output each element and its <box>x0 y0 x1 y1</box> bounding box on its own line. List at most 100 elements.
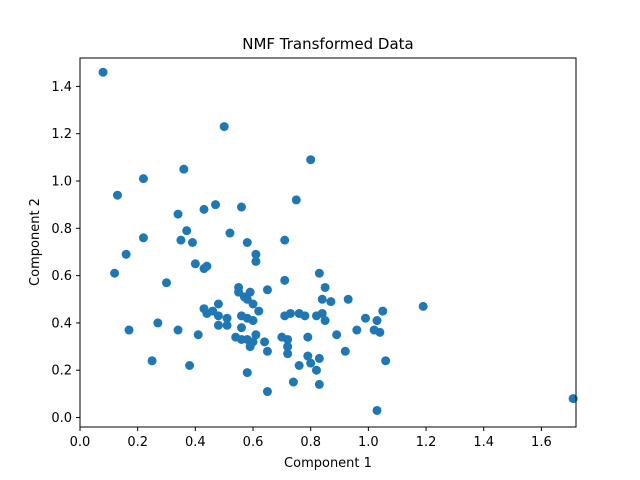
data-point <box>225 228 235 238</box>
data-point <box>251 256 261 266</box>
data-point <box>280 235 290 245</box>
data-point <box>314 268 324 278</box>
data-point <box>340 346 350 356</box>
data-point <box>251 249 261 259</box>
data-point <box>176 235 186 245</box>
data-point <box>219 122 229 132</box>
data-point <box>162 278 172 288</box>
data-point <box>254 306 264 316</box>
y-tick-label: 0.4 <box>51 316 72 331</box>
data-point <box>182 226 192 236</box>
data-point <box>199 264 209 274</box>
data-point <box>280 275 290 285</box>
data-point <box>326 297 336 307</box>
x-tick-label: 0.4 <box>185 435 206 450</box>
data-point <box>260 337 270 347</box>
data-point <box>222 313 232 323</box>
x-tick-label: 1.6 <box>531 435 552 450</box>
x-tick-label: 0.0 <box>70 435 91 450</box>
data-point <box>124 325 134 335</box>
data-point <box>300 311 310 321</box>
data-point <box>202 308 212 318</box>
data-point <box>288 377 298 387</box>
data-point <box>283 349 293 359</box>
data-point <box>242 238 252 247</box>
data-point <box>294 361 304 370</box>
data-point <box>262 387 272 397</box>
data-point <box>138 233 148 243</box>
y-axis: 0.0 0.2 0.4 0.6 0.8 1.0 1.2 1.4 <box>51 80 80 426</box>
data-point <box>185 361 195 370</box>
data-point <box>211 200 221 210</box>
data-point <box>121 249 131 259</box>
data-point <box>317 294 327 304</box>
data-point <box>332 330 342 340</box>
data-point <box>251 330 261 340</box>
data-point <box>190 259 200 269</box>
data-point <box>568 394 578 404</box>
data-point <box>242 368 252 378</box>
data-point <box>311 365 321 375</box>
data-point <box>314 379 324 389</box>
data-point <box>314 353 324 363</box>
data-point <box>418 301 428 311</box>
x-tick-label: 1.2 <box>416 435 437 450</box>
y-tick-label: 0.6 <box>51 269 72 284</box>
data-point <box>213 320 223 330</box>
data-point <box>213 299 223 309</box>
data-point <box>110 268 120 278</box>
data-point <box>262 346 272 356</box>
data-point <box>303 351 313 361</box>
data-point <box>372 405 382 415</box>
data-point <box>343 294 353 304</box>
data-point <box>138 174 148 184</box>
data-point <box>372 316 382 326</box>
data-point <box>375 327 385 337</box>
y-axis-label: Component 2 <box>28 198 43 286</box>
x-tick-label: 0.6 <box>243 435 264 450</box>
x-axis: 0.0 0.2 0.4 0.6 0.8 1.0 1.2 1.4 1.6 <box>70 427 552 450</box>
data-point <box>248 316 258 326</box>
data-point <box>306 155 316 165</box>
plot-frame <box>79 57 577 428</box>
data-point <box>245 342 255 352</box>
y-tick-label: 0.8 <box>51 222 72 237</box>
chart-title: NMF Transformed Data <box>242 35 414 53</box>
data-point <box>179 164 189 174</box>
data-point <box>187 238 197 247</box>
data-point <box>283 342 293 352</box>
data-point <box>213 311 223 321</box>
data-point <box>147 356 157 366</box>
data-point <box>199 204 209 214</box>
data-point <box>98 67 108 77</box>
x-tick-label: 0.8 <box>300 435 321 450</box>
points-layer <box>98 67 578 415</box>
y-tick-label: 1.0 <box>51 175 72 190</box>
y-tick-label: 1.4 <box>51 80 72 95</box>
x-tick-label: 1.4 <box>473 435 494 450</box>
data-point <box>222 320 232 330</box>
data-point <box>280 311 290 321</box>
x-axis-label: Component 1 <box>284 456 372 471</box>
data-point <box>173 325 183 335</box>
data-point <box>153 318 163 328</box>
data-point <box>112 190 122 200</box>
data-point <box>378 306 388 316</box>
data-point <box>236 323 246 333</box>
data-point <box>352 325 362 335</box>
y-tick-label: 1.2 <box>51 127 72 142</box>
data-point <box>236 202 246 212</box>
y-tick-label: 0.0 <box>51 411 72 426</box>
data-point <box>283 334 293 344</box>
data-point <box>193 330 203 340</box>
data-point <box>381 356 391 366</box>
data-point <box>248 299 258 309</box>
data-point <box>317 308 327 318</box>
data-point <box>303 332 313 342</box>
y-tick-label: 0.2 <box>51 364 72 379</box>
x-tick-label: 0.2 <box>127 435 148 450</box>
data-point <box>262 285 272 295</box>
data-point <box>360 313 370 323</box>
